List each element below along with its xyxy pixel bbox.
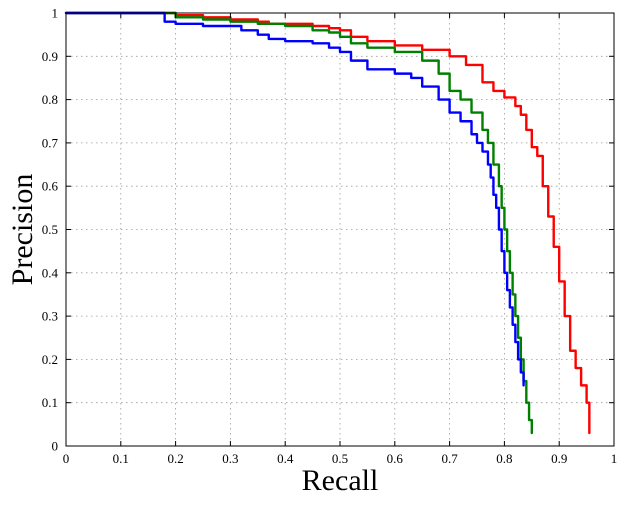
grid-lines	[66, 13, 614, 446]
x-tick-label: 0.4	[277, 451, 294, 466]
x-tick-label: 0.9	[551, 451, 567, 466]
y-tick-label: 0.1	[42, 395, 58, 410]
x-axis-title: Recall	[302, 464, 379, 497]
y-tick-label: 1	[52, 6, 59, 21]
y-tick-label: 0.7	[42, 135, 59, 150]
x-tick-label: 0.5	[332, 451, 348, 466]
x-tick-label: 0.2	[167, 451, 183, 466]
y-axis-title: Precision	[6, 174, 39, 286]
x-tick-label: 0.8	[496, 451, 512, 466]
axis-ticks: 0 0.1 0.2 0.3 0.4 0.5 0.6 0.7 0.8 0.9 1 0 0.1 0.2 0.3 0…	[42, 6, 618, 467]
x-tick-label: 0.3	[222, 451, 238, 466]
x-tick-label: 0.1	[113, 451, 129, 466]
x-tick-label: 0.7	[441, 451, 458, 466]
x-tick-label: 0	[63, 451, 70, 466]
y-tick-label: 0.5	[42, 222, 58, 237]
y-tick-label: 0.2	[42, 352, 58, 367]
x-tick-label: 0.6	[387, 451, 404, 466]
y-tick-label: 0.6	[42, 179, 59, 194]
y-tick-label: 0.8	[42, 92, 58, 107]
series-line-2	[64, 11, 533, 435]
y-tick-label: 0.3	[42, 309, 58, 324]
series-line-3	[64, 11, 525, 387]
x-tick-label: 1	[611, 451, 618, 466]
y-tick-label: 0	[52, 439, 59, 454]
y-tick-label: 0.9	[42, 49, 58, 64]
y-tick-label: 0.4	[42, 265, 59, 280]
series-line-1	[64, 11, 591, 435]
series-lines	[64, 11, 591, 435]
